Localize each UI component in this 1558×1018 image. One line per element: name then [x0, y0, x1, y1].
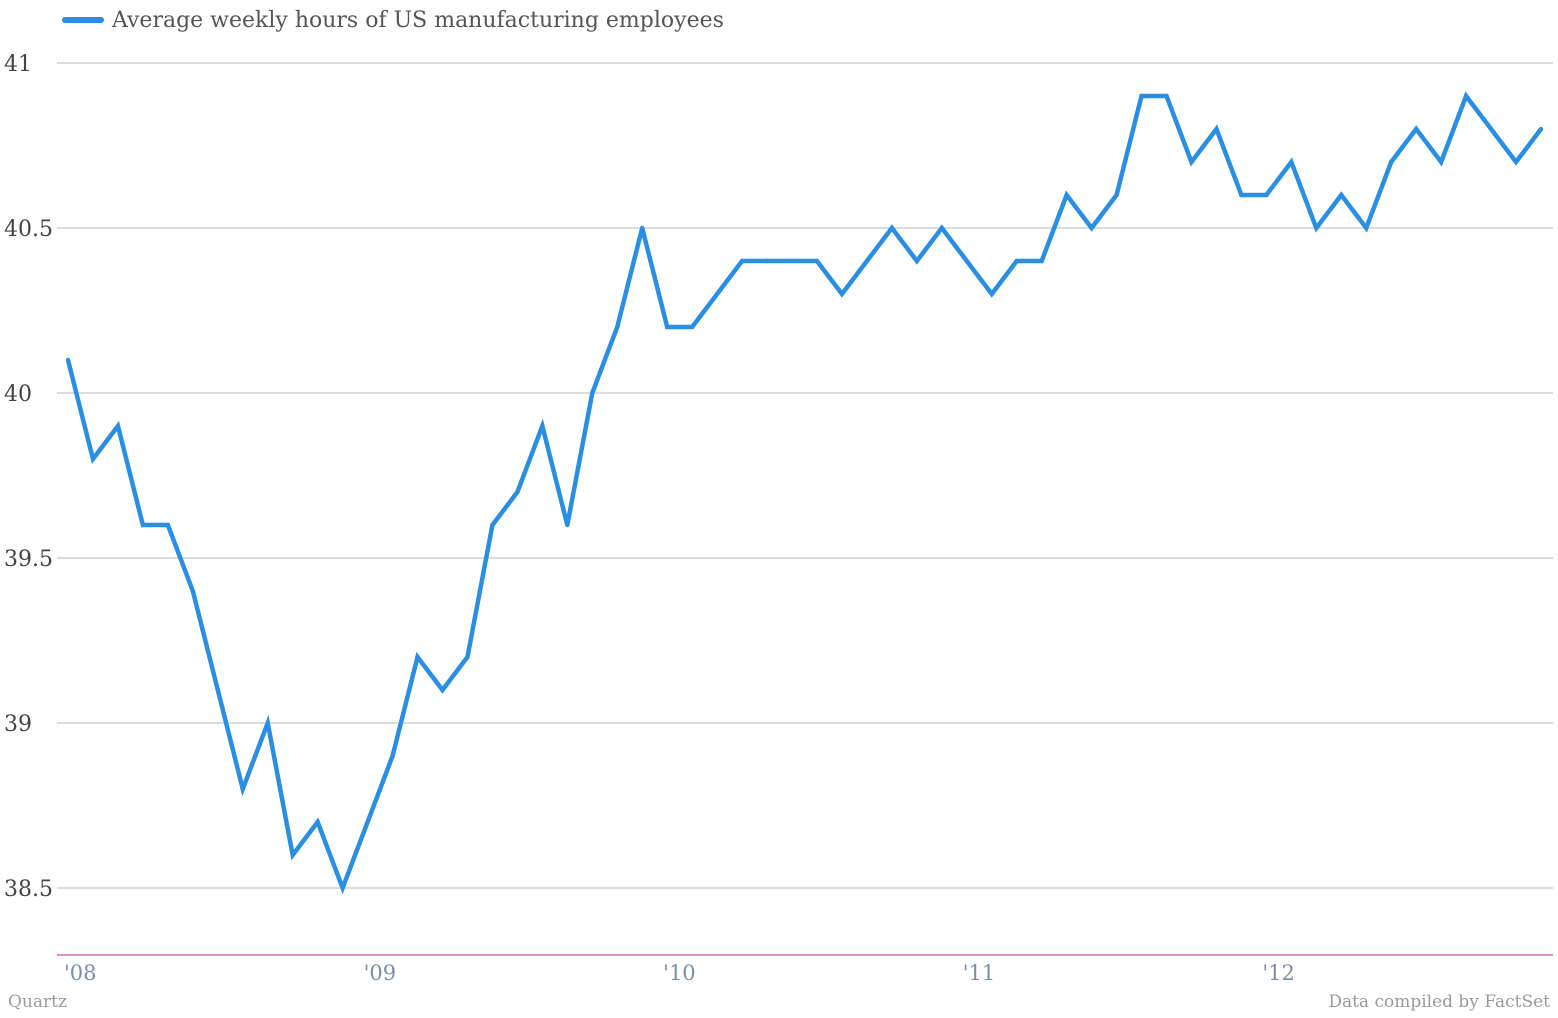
data-point: [65, 357, 71, 363]
footer-source-left: Quartz: [8, 992, 67, 1012]
data-point: [914, 258, 920, 264]
y-tick-label: 38.5: [4, 877, 53, 902]
x-tick-label: '12: [1262, 961, 1295, 985]
data-point: [689, 324, 695, 330]
legend: Average weekly hours of US manufacturing…: [62, 6, 724, 34]
data-point: [1189, 159, 1194, 165]
footer-source-right: Data compiled by FactSet: [1328, 992, 1550, 1012]
data-point: [814, 258, 820, 264]
data-point: [1089, 225, 1094, 231]
data-point: [939, 225, 945, 231]
data-point: [1214, 126, 1219, 132]
data-point: [1438, 159, 1444, 165]
data-point: [440, 687, 445, 693]
y-tick-label: 41: [4, 52, 32, 77]
data-point: [964, 258, 969, 264]
series-group: [65, 91, 1544, 895]
x-tick-label: '10: [663, 961, 696, 985]
x-tick-label: '08: [64, 961, 97, 985]
data-point: [1538, 126, 1544, 132]
data-point: [1389, 159, 1394, 165]
data-point: [190, 588, 196, 594]
data-point: [515, 489, 520, 495]
data-point: [839, 291, 845, 297]
data-point: [1364, 225, 1369, 231]
data-point: [1139, 93, 1144, 99]
y-tick-label: 40: [4, 382, 32, 407]
data-point: [1339, 192, 1344, 198]
data-point: [1164, 93, 1169, 99]
data-point: [1239, 192, 1244, 198]
data-point: [490, 522, 495, 528]
data-point: [889, 225, 895, 231]
y-tick-label: 39.5: [4, 547, 53, 572]
data-point: [640, 225, 645, 231]
data-point: [1413, 126, 1419, 132]
data-point: [590, 390, 595, 396]
data-point: [664, 324, 670, 330]
data-point: [90, 456, 96, 462]
data-point: [140, 522, 146, 528]
data-point: [340, 885, 345, 891]
data-point: [415, 654, 420, 660]
y-axis-tick-labels: 41 40.5 40 39.5 39 38.5: [4, 52, 53, 902]
data-point: [215, 687, 220, 693]
legend-label: Average weekly hours of US manufacturing…: [112, 7, 724, 33]
data-point: [1463, 93, 1469, 99]
series-line: [65, 91, 1543, 895]
data-point: [789, 258, 795, 264]
data-point: [714, 291, 720, 297]
data-point: [265, 720, 270, 726]
data-point: [240, 786, 245, 792]
data-point: [390, 753, 395, 759]
data-point: [540, 423, 545, 429]
data-point: [165, 522, 171, 528]
x-tick-label: '09: [364, 961, 397, 985]
data-point: [615, 324, 620, 330]
data-point: [1264, 192, 1269, 198]
data-point: [290, 852, 295, 858]
data-point: [565, 522, 570, 528]
gridlines: [57, 62, 1553, 889]
data-point: [465, 654, 470, 660]
data-point: [764, 258, 770, 264]
data-point: [315, 819, 320, 825]
data-point: [365, 819, 370, 825]
data-point: [739, 258, 745, 264]
data-point: [1114, 192, 1119, 198]
data-point: [1289, 159, 1294, 165]
data-point: [864, 258, 870, 264]
legend-swatch: [62, 17, 104, 23]
data-point: [1014, 258, 1019, 264]
data-point: [1314, 225, 1319, 231]
data-point: [1488, 126, 1494, 132]
data-point: [1064, 192, 1069, 198]
x-tick-label: '11: [963, 961, 996, 985]
data-point: [115, 423, 121, 429]
data-point: [989, 291, 994, 297]
y-tick-label: 40.5: [4, 217, 53, 242]
data-point: [1039, 258, 1044, 264]
y-tick-label: 39: [4, 712, 32, 737]
x-axis-tick-labels: '08 '09 '10 '11 '12: [64, 961, 1295, 985]
data-point: [1513, 159, 1519, 165]
